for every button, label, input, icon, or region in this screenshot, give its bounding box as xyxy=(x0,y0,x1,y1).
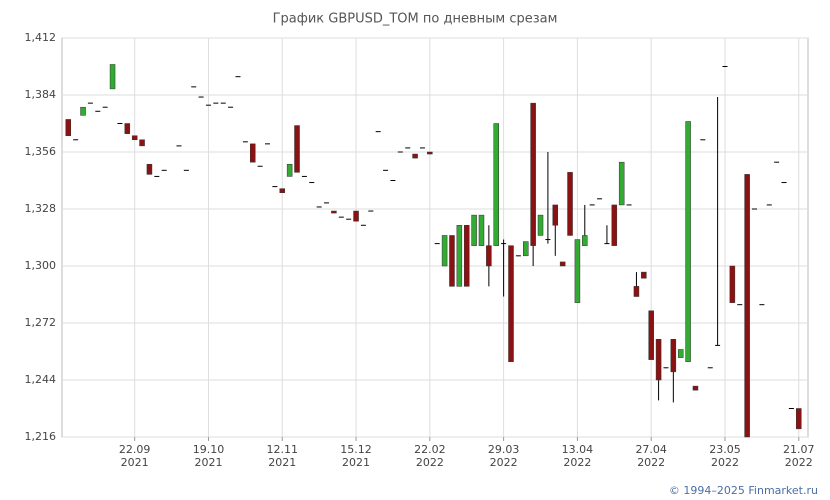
x-tick-label: 2022 xyxy=(711,456,739,469)
candle-body xyxy=(427,151,433,155)
candle-body xyxy=(412,153,418,159)
candle-body xyxy=(139,139,145,147)
candle-body xyxy=(124,123,131,134)
candle-body xyxy=(677,349,684,358)
candle-body xyxy=(441,235,448,267)
candle-body xyxy=(146,163,153,175)
y-tick-label: 1,300 xyxy=(25,259,57,272)
candle-body xyxy=(523,241,529,257)
plot-frame xyxy=(61,37,809,438)
candle-body xyxy=(537,214,544,236)
x-tick-label: 23.05 xyxy=(709,443,741,456)
y-tick-label: 1,384 xyxy=(25,88,57,101)
candle-body xyxy=(463,225,470,287)
candle-body xyxy=(729,265,736,303)
footer: © 1994–2025 Finmarket.ru xyxy=(669,484,818,497)
x-tick-label: 2021 xyxy=(194,456,222,469)
candle-body xyxy=(249,143,256,163)
x-tick-label: 2021 xyxy=(121,456,149,469)
candle-body xyxy=(530,102,536,246)
x-tick-label: 2022 xyxy=(563,456,591,469)
candle-body xyxy=(559,261,566,267)
candle-body xyxy=(670,339,677,373)
x-tick-label: 2021 xyxy=(342,456,370,469)
candle-body xyxy=(493,123,499,246)
candle-body xyxy=(478,214,485,246)
candle-body xyxy=(456,225,463,287)
y-tick-label: 1,216 xyxy=(25,430,57,443)
x-tick-label: 2021 xyxy=(268,456,296,469)
candle-body xyxy=(685,121,691,362)
candle-body xyxy=(486,245,492,267)
candle-body xyxy=(692,385,699,391)
candle-body xyxy=(294,125,300,173)
x-tick-label: 27.04 xyxy=(635,443,667,456)
candle-body xyxy=(471,214,477,246)
y-tick-label: 1,244 xyxy=(25,373,57,386)
x-tick-label: 12.11 xyxy=(267,443,299,456)
candle-body xyxy=(618,161,625,206)
chart-title: График GBPUSD_TOM по дневным срезам xyxy=(273,12,558,27)
candle-body xyxy=(641,271,647,279)
x-tick-label: 21.07 xyxy=(783,443,815,456)
candle-body xyxy=(65,119,72,136)
x-tick-label: 2022 xyxy=(785,456,813,469)
candle-body xyxy=(574,239,581,303)
y-tick-label: 1,272 xyxy=(25,316,57,329)
candle-body xyxy=(109,64,116,90)
candle-body xyxy=(648,310,654,360)
candle-body xyxy=(80,106,86,116)
candle-body xyxy=(567,172,573,236)
candle-body xyxy=(131,135,138,141)
y-tick-label: 1,412 xyxy=(25,31,57,44)
candle-body xyxy=(331,210,337,214)
candle-body xyxy=(449,235,455,287)
candle-body xyxy=(611,204,618,246)
candle-body xyxy=(552,204,559,226)
candle-body xyxy=(508,245,514,362)
y-tick-label: 1,356 xyxy=(25,145,57,158)
x-tick-label: 2022 xyxy=(416,456,444,469)
candle-body xyxy=(633,286,640,297)
candle-body xyxy=(655,339,662,381)
candle-body xyxy=(796,408,802,430)
candle-body xyxy=(286,163,293,177)
y-tick-label: 1,328 xyxy=(25,202,57,215)
x-tick-label: 2022 xyxy=(637,456,665,469)
x-tick-label: 22.09 xyxy=(119,443,151,456)
candle-body xyxy=(279,188,286,193)
x-tick-label: 2022 xyxy=(490,456,518,469)
candle-body xyxy=(582,235,588,246)
candle-body xyxy=(744,174,750,438)
x-tick-label: 15.12 xyxy=(340,443,372,456)
x-tick-label: 13.04 xyxy=(562,443,594,456)
x-tick-label: 29.03 xyxy=(488,443,520,456)
x-tick-label: 19.10 xyxy=(193,443,225,456)
x-tick-label: 22.02 xyxy=(414,443,446,456)
candle-body xyxy=(353,210,359,222)
